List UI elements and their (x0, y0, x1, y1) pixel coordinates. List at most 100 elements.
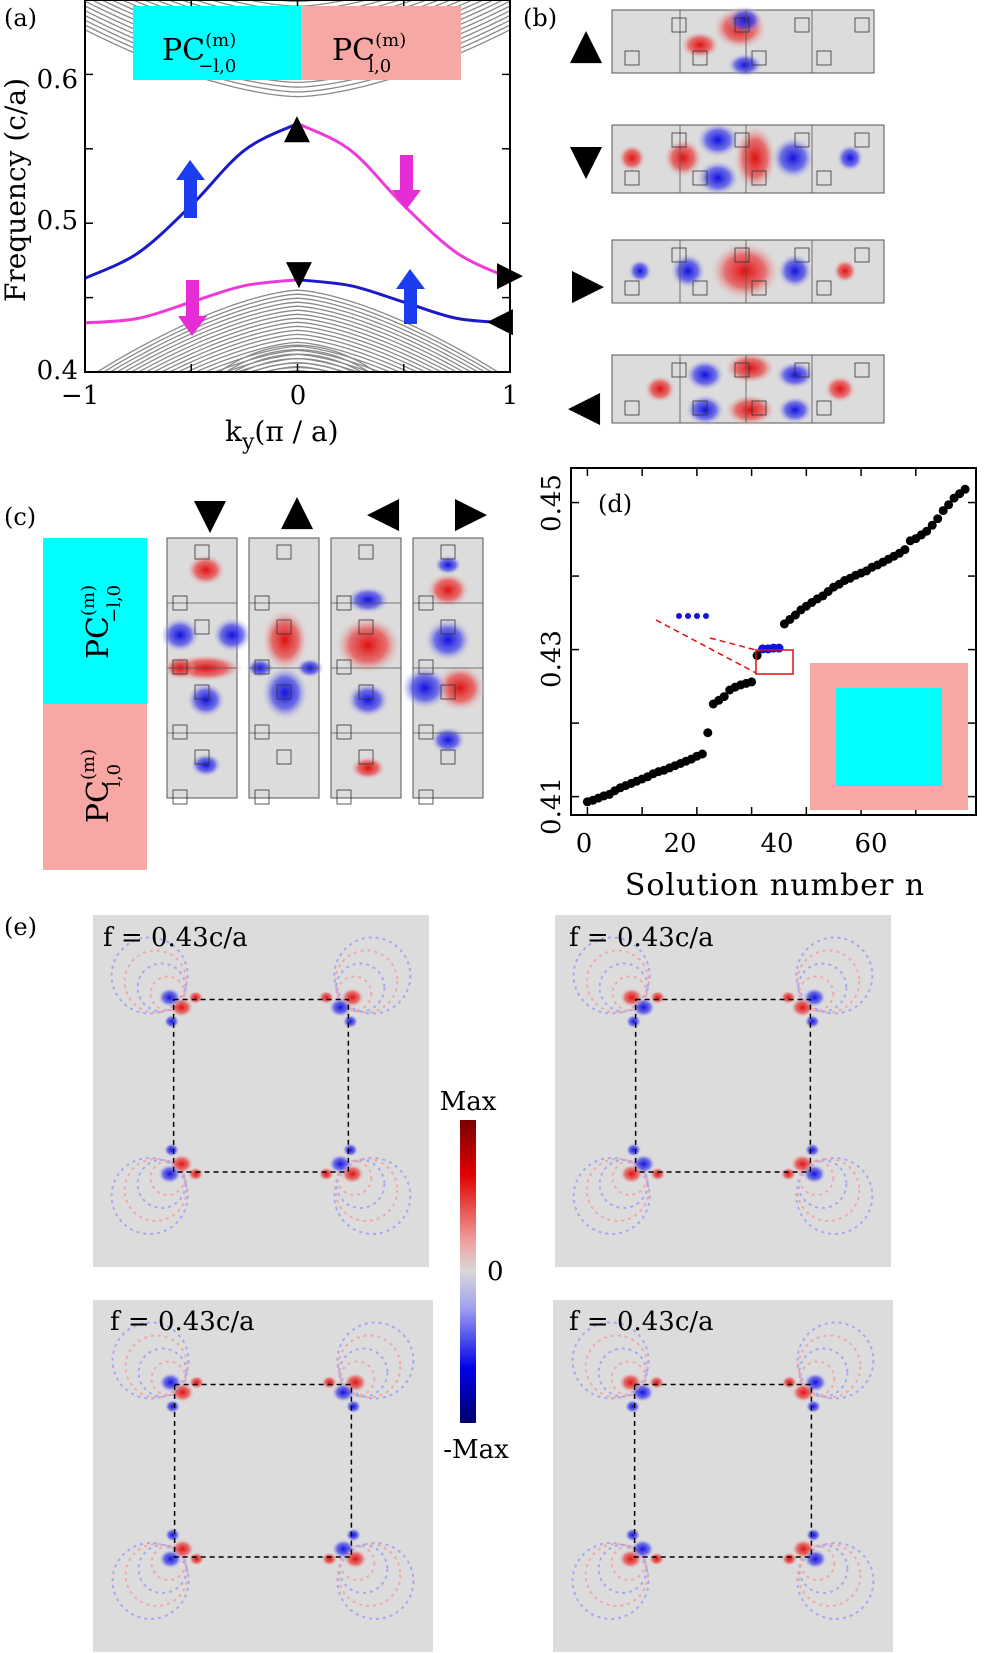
ripple (584, 1334, 649, 1399)
field-red-lobe (186, 554, 226, 586)
ripple (338, 1347, 389, 1398)
ripple (149, 1159, 186, 1196)
panel-c-marker-2: ◀ (367, 487, 400, 536)
field-blue-lobe (164, 1399, 181, 1414)
field-red-lobe (709, 241, 781, 301)
ripple (797, 1334, 862, 1399)
field-background (553, 1300, 893, 1652)
rod-outline (276, 544, 292, 560)
field-red-lobe (724, 352, 776, 384)
field-red-lobe (618, 1548, 643, 1569)
scatter-point (747, 677, 757, 687)
rod-outline (440, 619, 456, 635)
field-blue-lobe (157, 987, 182, 1008)
field-blue-lobe (158, 1548, 183, 1569)
rod-outline (172, 789, 188, 805)
scatter-point (922, 526, 932, 536)
rod-outline (358, 544, 374, 560)
bulk-band-lower (144, 317, 451, 372)
field-blue-lobe (624, 1399, 641, 1414)
ripple (124, 1542, 189, 1607)
field-red-lobe (618, 1372, 643, 1393)
inset-inner-square (836, 688, 942, 786)
rod-outline (418, 659, 434, 675)
bulk-band-lower (194, 341, 401, 372)
field-blue-lobe (804, 1142, 821, 1157)
panel-c-marker-1: ▲ (281, 485, 314, 534)
panel-label-b: (b) (523, 4, 557, 32)
ripple (798, 1159, 835, 1196)
rod-outline (172, 724, 188, 740)
rod-outline (751, 170, 767, 186)
ripple (598, 962, 649, 1013)
field-red-lobe (187, 990, 204, 1005)
field-red-lobe (724, 394, 776, 426)
field-blue-lobe (777, 396, 813, 424)
ripple (123, 949, 188, 1014)
ripple (798, 1543, 849, 1594)
rod-outline (276, 684, 292, 700)
rod-outline (854, 362, 870, 378)
ripple (795, 936, 874, 1015)
rod-outline (751, 280, 767, 296)
x-axis-label-a: ky(π / a) (225, 415, 339, 455)
ripple (798, 1347, 849, 1398)
ripple (111, 1541, 190, 1620)
field-blue-lobe (771, 136, 815, 180)
colorbar (460, 1120, 476, 1423)
bulk-band-lower (115, 301, 480, 372)
ripple (110, 1156, 189, 1235)
field-red-lobe (619, 1163, 644, 1184)
bulk-band-lower (152, 321, 443, 372)
ripple (136, 962, 187, 1013)
colorbar-min: -Max (443, 1435, 509, 1465)
field-strip-b-1 (611, 122, 885, 196)
field-strip-c-1 (246, 537, 324, 805)
field-label-0: f = 0.43c/a (103, 923, 248, 953)
bulk-band-lower (109, 297, 487, 372)
field-strip-c-2 (330, 537, 402, 805)
field-blue-lobe (628, 259, 652, 283)
x-tick-a-0: −1 (61, 381, 99, 411)
rod-outline (751, 400, 767, 416)
x-tick-a-1: 0 (290, 381, 307, 411)
rod-outline (194, 619, 210, 635)
panel-label-d: (d) (598, 490, 632, 518)
scatter-point (927, 520, 937, 530)
scatter-point (900, 545, 910, 555)
dashed-boundary (634, 998, 812, 1173)
ripple (339, 1360, 376, 1397)
rod-outline (624, 280, 640, 296)
ripple (123, 1157, 188, 1222)
rod-outline (276, 619, 292, 635)
pc-right-box (301, 6, 461, 80)
x-tick-d-1: 20 (663, 829, 696, 859)
rod-outline (624, 170, 640, 186)
field-blue-lobe (212, 617, 252, 653)
ripple (795, 1156, 874, 1235)
field-blue-lobe (163, 1014, 180, 1029)
x-tick-d-3: 60 (854, 829, 887, 859)
bulk-band-lower (102, 293, 493, 372)
corner-field-map-0 (93, 915, 429, 1267)
ripple (333, 1156, 412, 1235)
marker-up-triangle-a: ▲ (284, 107, 311, 147)
y-tick-a-0: 0.4 (37, 356, 78, 386)
bulk-band-lower (122, 305, 473, 372)
field-red-lobe (334, 615, 402, 675)
rod-outline (358, 749, 374, 765)
rod-outline (794, 247, 810, 263)
x-tick-a-2: 1 (502, 381, 519, 411)
rod-outline (336, 789, 352, 805)
ripple (610, 1360, 647, 1397)
y-tick-d-1: 0.43 (537, 630, 567, 688)
ripple (111, 1321, 190, 1400)
rod-outline (276, 749, 292, 765)
field-blue-lobe (670, 253, 706, 289)
pc-left-column-label: PC(m) −l,0 (78, 585, 125, 659)
field-background (93, 915, 429, 1267)
field-red-lobe (426, 572, 470, 608)
ripple (334, 1157, 399, 1222)
bulk-band-lower (129, 309, 466, 372)
ripple (335, 1158, 386, 1209)
